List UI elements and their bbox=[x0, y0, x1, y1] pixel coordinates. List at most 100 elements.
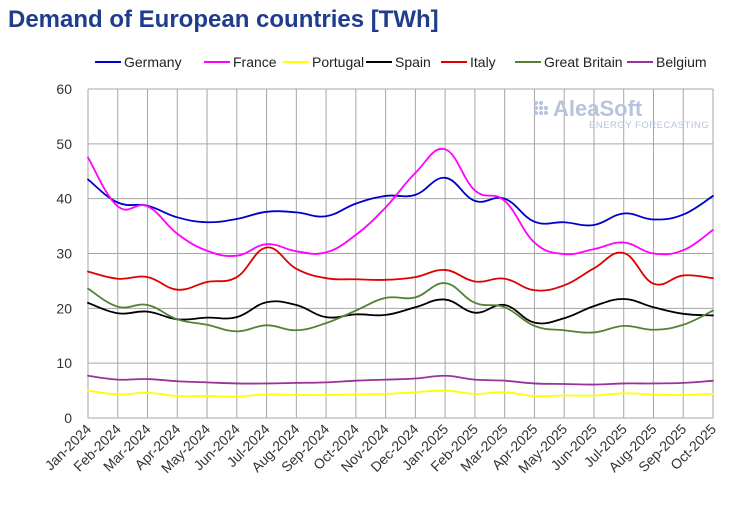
data-point-france-4 bbox=[205, 248, 210, 253]
series-line-belgium bbox=[87, 374, 714, 386]
data-point-portugal-16 bbox=[562, 393, 567, 398]
data-point-italy-11 bbox=[413, 275, 418, 280]
data-point-belgium-20 bbox=[681, 380, 686, 385]
data-point-great-britain-2 bbox=[145, 303, 150, 308]
legend-item-belgium: Belgium bbox=[627, 54, 707, 70]
data-point-belgium-8 bbox=[324, 380, 329, 385]
data-point-france-11 bbox=[413, 170, 418, 175]
data-point-france-18 bbox=[621, 240, 626, 245]
data-point-spain-19 bbox=[651, 305, 656, 310]
data-point-spain-1 bbox=[115, 311, 120, 316]
logo-dot bbox=[533, 100, 539, 106]
data-point-france-8 bbox=[324, 250, 329, 255]
data-point-portugal-18 bbox=[621, 391, 626, 396]
legend-label-italy: Italy bbox=[470, 54, 496, 70]
data-point-portugal-21 bbox=[711, 391, 716, 396]
data-point-portugal-2 bbox=[145, 390, 150, 395]
data-point-germany-17 bbox=[591, 222, 596, 227]
legend-item-italy: Italy bbox=[441, 54, 496, 70]
data-point-italy-4 bbox=[205, 280, 210, 285]
data-point-spain-18 bbox=[621, 297, 626, 302]
data-point-portugal-12 bbox=[443, 388, 448, 393]
data-point-great-britain-9 bbox=[353, 308, 358, 313]
data-point-great-britain-14 bbox=[502, 305, 507, 310]
data-point-germany-6 bbox=[264, 209, 269, 214]
data-point-france-15 bbox=[532, 240, 537, 245]
data-point-belgium-5 bbox=[234, 381, 239, 386]
data-point-italy-9 bbox=[353, 277, 358, 282]
data-point-germany-7 bbox=[294, 210, 299, 215]
data-point-italy-21 bbox=[711, 276, 716, 281]
legend: Germany France Portugal Spain Italy Great Bri… bbox=[95, 54, 707, 70]
data-point-portugal-6 bbox=[264, 392, 269, 397]
y-tick-label-5: 50 bbox=[56, 136, 72, 152]
data-point-great-britain-21 bbox=[711, 308, 716, 313]
logo-dot bbox=[543, 105, 549, 111]
legend-label-belgium: Belgium bbox=[656, 54, 707, 70]
data-point-belgium-21 bbox=[711, 378, 716, 383]
logo-dot bbox=[543, 110, 549, 116]
data-point-italy-10 bbox=[383, 277, 388, 282]
chart-grid bbox=[87, 88, 714, 419]
data-point-spain-6 bbox=[264, 300, 269, 305]
legend-label-germany: Germany bbox=[124, 54, 182, 70]
data-point-france-16 bbox=[562, 252, 567, 257]
data-point-great-britain-10 bbox=[383, 295, 388, 300]
data-point-portugal-17 bbox=[591, 393, 596, 398]
data-point-france-2 bbox=[145, 204, 150, 209]
data-point-germany-18 bbox=[621, 211, 626, 216]
data-point-belgium-18 bbox=[621, 381, 626, 386]
data-point-spain-21 bbox=[711, 313, 716, 318]
legend-item-france: France bbox=[204, 54, 277, 70]
legend-item-spain: Spain bbox=[366, 54, 431, 70]
series-line-france bbox=[87, 147, 714, 257]
data-point-belgium-2 bbox=[145, 377, 150, 382]
data-point-spain-5 bbox=[234, 315, 239, 320]
data-point-portugal-13 bbox=[472, 391, 477, 396]
y-tick-label-2: 20 bbox=[56, 300, 72, 316]
y-axis-ticks: 0 10 20 30 40 50 60 bbox=[56, 81, 72, 426]
data-point-portugal-8 bbox=[324, 392, 329, 397]
data-point-great-britain-16 bbox=[562, 328, 567, 333]
data-point-germany-3 bbox=[175, 215, 180, 220]
legend-label-portugal: Portugal bbox=[312, 54, 364, 70]
data-point-portugal-5 bbox=[234, 394, 239, 399]
data-point-spain-20 bbox=[681, 311, 686, 316]
chart-title: Demand of European countries [TWh] bbox=[8, 6, 439, 33]
data-point-great-britain-18 bbox=[621, 323, 626, 328]
logo-dot bbox=[533, 105, 539, 111]
data-point-italy-17 bbox=[591, 266, 596, 271]
data-point-germany-15 bbox=[532, 219, 537, 224]
data-point-portugal-20 bbox=[681, 392, 686, 397]
y-tick-label-0: 0 bbox=[64, 410, 72, 426]
data-point-italy-2 bbox=[145, 275, 150, 280]
data-point-spain-8 bbox=[324, 315, 329, 320]
data-point-spain-17 bbox=[591, 304, 596, 309]
data-point-france-20 bbox=[681, 248, 686, 253]
y-tick-label-3: 30 bbox=[56, 246, 72, 262]
data-point-france-19 bbox=[651, 251, 656, 256]
data-point-portugal-9 bbox=[353, 392, 358, 397]
data-point-germany-21 bbox=[711, 193, 716, 198]
data-point-portugal-7 bbox=[294, 392, 299, 397]
data-point-portugal-1 bbox=[115, 392, 120, 397]
y-tick-label-4: 40 bbox=[56, 191, 72, 207]
data-point-italy-12 bbox=[443, 267, 448, 272]
legend-item-portugal: Portugal bbox=[283, 54, 364, 70]
data-point-portugal-11 bbox=[413, 390, 418, 395]
data-point-spain-4 bbox=[205, 315, 210, 320]
data-point-france-17 bbox=[591, 247, 596, 252]
data-point-great-britain-20 bbox=[681, 322, 686, 327]
y-tick-label-1: 10 bbox=[56, 355, 72, 371]
data-point-france-7 bbox=[294, 249, 299, 254]
data-point-germany-11 bbox=[413, 192, 418, 197]
data-point-germany-5 bbox=[234, 216, 239, 221]
data-point-germany-19 bbox=[651, 217, 656, 222]
data-point-great-britain-17 bbox=[591, 330, 596, 335]
data-point-belgium-10 bbox=[383, 377, 388, 382]
logo-dot bbox=[538, 105, 544, 111]
data-point-great-britain-6 bbox=[264, 323, 269, 328]
data-point-portugal-0 bbox=[86, 388, 91, 393]
data-point-belgium-3 bbox=[175, 379, 180, 384]
data-point-italy-13 bbox=[472, 279, 477, 284]
